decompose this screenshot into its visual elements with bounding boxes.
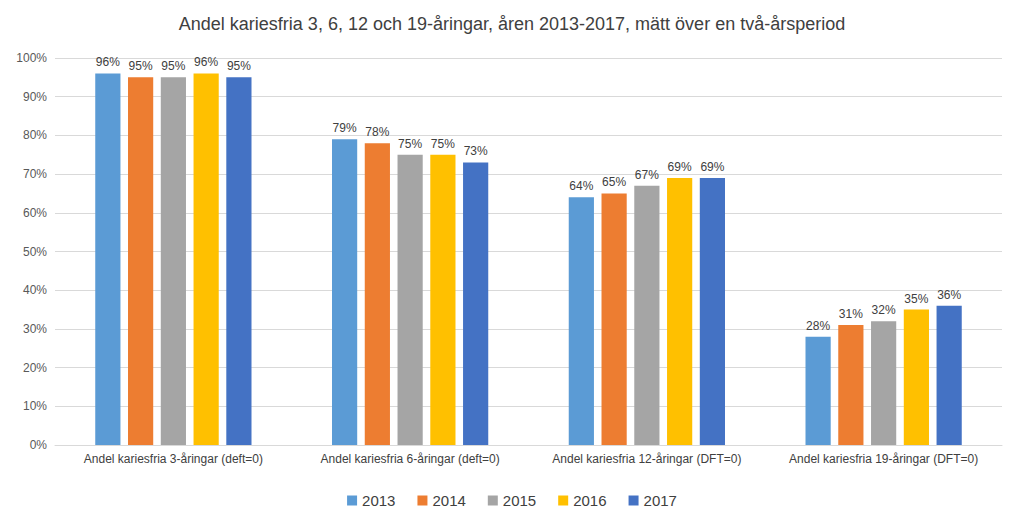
svg-text:96%: 96%	[194, 55, 218, 69]
svg-text:2014: 2014	[432, 492, 465, 509]
svg-text:95%: 95%	[227, 59, 251, 73]
svg-text:65%: 65%	[602, 175, 626, 189]
svg-text:96%: 96%	[96, 55, 120, 69]
svg-text:0%: 0%	[30, 438, 48, 452]
svg-text:20%: 20%	[23, 361, 47, 375]
svg-text:2016: 2016	[573, 492, 606, 509]
svg-text:64%: 64%	[569, 179, 593, 193]
svg-text:32%: 32%	[872, 303, 896, 317]
svg-text:2017: 2017	[644, 492, 677, 509]
svg-text:95%: 95%	[161, 59, 185, 73]
svg-text:75%: 75%	[431, 137, 455, 151]
svg-text:35%: 35%	[904, 292, 928, 306]
svg-text:69%: 69%	[668, 160, 692, 174]
svg-text:90%: 90%	[23, 90, 47, 104]
svg-text:100%: 100%	[16, 51, 47, 65]
svg-text:73%: 73%	[464, 144, 488, 158]
svg-text:2015: 2015	[503, 492, 536, 509]
svg-text:28%: 28%	[806, 319, 830, 333]
svg-text:30%: 30%	[23, 322, 47, 336]
svg-text:40%: 40%	[23, 283, 47, 297]
svg-text:50%: 50%	[23, 245, 47, 259]
svg-text:80%: 80%	[23, 128, 47, 142]
svg-text:Andel kariesfria 19-åringar (D: Andel kariesfria 19-åringar (DFT=0)	[789, 452, 978, 466]
svg-text:Andel kariesfria 3-åringar (de: Andel kariesfria 3-åringar (deft=0)	[84, 452, 263, 466]
svg-text:36%: 36%	[937, 288, 961, 302]
svg-text:31%: 31%	[839, 307, 863, 321]
svg-text:69%: 69%	[700, 160, 724, 174]
svg-text:75%: 75%	[398, 137, 422, 151]
svg-text:70%: 70%	[23, 167, 47, 181]
svg-text:95%: 95%	[129, 59, 153, 73]
svg-text:Andel kariesfria 3, 6, 12 och: Andel kariesfria 3, 6, 12 och 19-åringar…	[179, 14, 845, 34]
svg-text:60%: 60%	[23, 206, 47, 220]
svg-text:Andel kariesfria 6-åringar (de: Andel kariesfria 6-åringar (deft=0)	[321, 452, 500, 466]
svg-text:79%: 79%	[333, 121, 357, 135]
svg-text:10%: 10%	[23, 399, 47, 413]
svg-text:78%: 78%	[365, 125, 389, 139]
svg-text:67%: 67%	[635, 168, 659, 182]
svg-text:2013: 2013	[362, 492, 395, 509]
svg-text:Andel kariesfria 12-åringar (D: Andel kariesfria 12-åringar (DFT=0)	[552, 452, 741, 466]
